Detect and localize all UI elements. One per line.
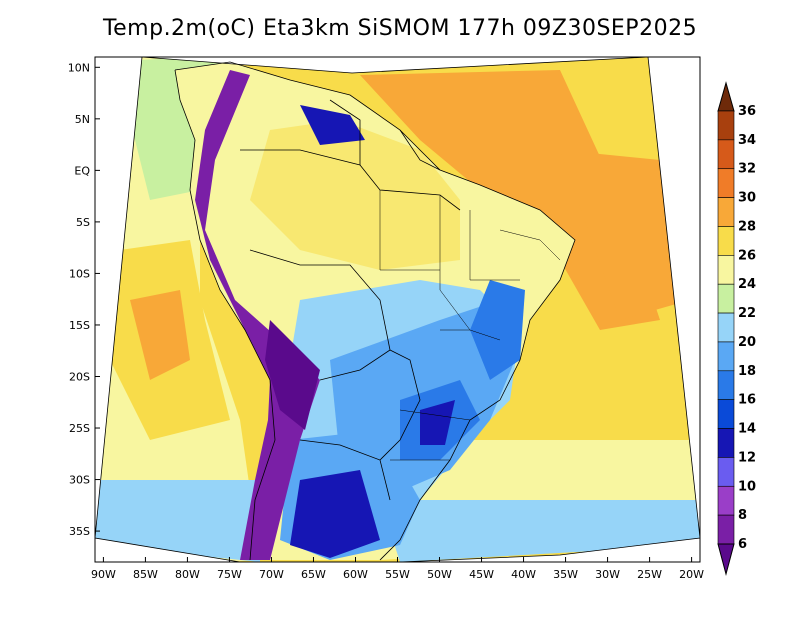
lon-tick-label: 40W — [511, 568, 536, 581]
south-pacific-cold — [95, 480, 260, 562]
colorbar-label: 34 — [738, 133, 756, 148]
colorbar-swatch — [717, 514, 735, 545]
pacific-warm-core — [130, 290, 190, 380]
colorbar-label: 32 — [738, 162, 756, 177]
colorbar-top-arrow — [717, 81, 735, 112]
central-cool-14 — [420, 400, 455, 445]
colorbar-label: 8 — [738, 508, 747, 523]
latitude-axis: 10N 5N EQ 5S 10S 15S 20S 25S 30S 35S — [68, 61, 100, 538]
lon-tick-label: 75W — [217, 568, 242, 581]
lon-tick-label: 60W — [343, 568, 368, 581]
colorbar-label: 18 — [738, 364, 756, 379]
south-atlantic-cold — [380, 500, 700, 562]
colorbar-swatch — [717, 197, 735, 227]
colorbar-label: 30 — [738, 191, 756, 206]
colorbar-swatch — [717, 110, 735, 141]
colorbar-label: 10 — [738, 479, 756, 494]
lon-tick-label: 70W — [259, 568, 284, 581]
colorbar-label: 22 — [738, 306, 756, 321]
andes-cold — [195, 70, 320, 560]
atlantic-warm-east — [560, 150, 690, 320]
colorbar-swatch — [717, 341, 735, 372]
map-title: Temp.2m(oC) Eta3km SiSMOM 177h 09Z30SEP2… — [102, 16, 698, 41]
colorbar-bottom-arrow — [717, 543, 735, 576]
lat-tick-label: 20S — [69, 370, 90, 383]
lon-tick-label: 65W — [301, 568, 326, 581]
colorbar-label: 28 — [738, 219, 756, 234]
colorbar-label: 6 — [738, 537, 747, 552]
lon-tick-label: 50W — [427, 568, 452, 581]
lat-tick-label: 5N — [75, 113, 90, 126]
colorbar-label: 24 — [738, 277, 756, 292]
colorbar-label: 36 — [738, 104, 756, 119]
lon-tick-label: 80W — [175, 568, 200, 581]
colorbar-label: 26 — [738, 248, 756, 263]
colorbar-label: 14 — [738, 422, 756, 437]
colorbar-swatch — [717, 485, 735, 516]
lat-tick-label: 15S — [69, 319, 90, 332]
longitude-axis: 90W 85W 80W 75W 70W 65W 60W 55W 50W 45W 40W 35W 30W 2… — [91, 557, 704, 581]
colorbar-swatch — [717, 312, 735, 343]
guiana-highlands-cool — [300, 105, 365, 145]
lon-tick-label: 90W — [91, 568, 116, 581]
colorbar-swatch — [717, 226, 735, 256]
lat-tick-label: 35S — [69, 525, 90, 538]
colorbar-label: 16 — [738, 393, 756, 408]
lon-tick-label: 85W — [133, 568, 158, 581]
lon-tick-label: 55W — [385, 568, 410, 581]
lat-tick-label: 10S — [69, 267, 90, 280]
lat-tick-label: EQ — [74, 164, 90, 177]
lon-tick-label: 25W — [637, 568, 662, 581]
colorbar: 36 34 32 30 28 26 24 22 20 18 16 14 12 10 8 6 — [717, 81, 756, 576]
state-borders — [379, 190, 561, 461]
colorbar-swatch — [717, 457, 735, 487]
lon-tick-label: 20W — [679, 568, 704, 581]
southern-cone-14 — [290, 470, 380, 558]
lon-tick-label: 35W — [553, 568, 578, 581]
colorbar-swatch — [717, 399, 735, 429]
temperature-field — [95, 57, 700, 562]
colorbar-swatch — [717, 255, 735, 285]
colorbar-label: 20 — [738, 335, 756, 350]
colorbar-swatch — [717, 283, 735, 314]
colorbar-swatch — [717, 139, 735, 170]
lon-tick-label: 45W — [469, 568, 494, 581]
amazon-warm — [250, 120, 460, 270]
colorbar-label: 12 — [738, 450, 756, 465]
lat-tick-label: 5S — [76, 216, 90, 229]
lat-tick-label: 10N — [68, 61, 90, 74]
map-frame — [94, 56, 701, 563]
altiplano-coldest — [265, 320, 320, 430]
east-highlands-cool — [470, 280, 525, 380]
colorbar-swatch — [717, 168, 735, 198]
lat-tick-label: 30S — [69, 474, 90, 487]
colorbar-swatch — [717, 428, 735, 458]
country-borders — [174, 61, 576, 561]
lat-tick-label: 25S — [69, 422, 90, 435]
colorbar-swatch — [717, 370, 735, 400]
lon-tick-label: 30W — [595, 568, 620, 581]
